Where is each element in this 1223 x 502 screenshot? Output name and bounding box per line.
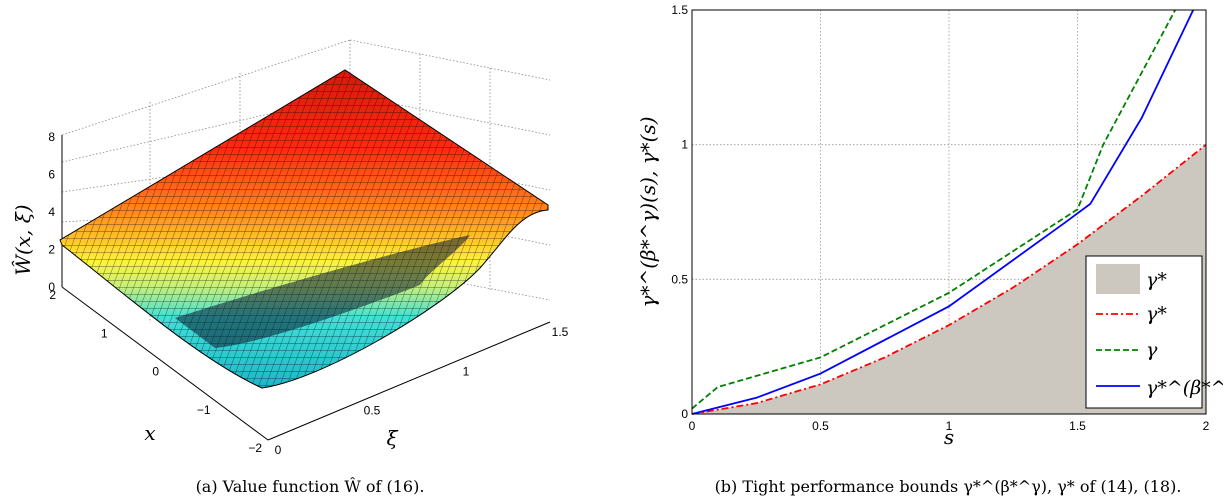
gamma-tick-label: 1.5: [671, 3, 688, 17]
s-tick-label: 2: [1203, 419, 1210, 433]
caption-right: (b) Tight performance bounds γ*^(β*^γ), …: [715, 477, 1182, 496]
x-tick-label: 1: [101, 326, 108, 340]
series-area-gamma-star: [692, 144, 1206, 414]
s-axis-label: s: [944, 425, 954, 449]
x-tick-label: −1: [197, 403, 211, 417]
x-tick-label: 0: [152, 365, 159, 379]
legend-label-area: γ*: [1146, 269, 1167, 291]
caption-left: (a) Value function Ŵ of (16).: [196, 476, 425, 496]
series-gamma-beta-solid: [691, 9, 1195, 415]
gamma-tick-label: 1: [681, 138, 688, 152]
gamma-tick-label: 0: [681, 407, 688, 421]
z-tick-label: 4: [48, 205, 55, 219]
x-tick-label: −2: [248, 441, 262, 455]
z-tick-labels: 0 2 4 6 8: [48, 130, 55, 294]
surface-axes: [61, 135, 551, 441]
xi-tick-label: 0: [275, 443, 282, 457]
xi-tick-label: 1: [463, 364, 470, 378]
surface-valley-band: [175, 235, 470, 348]
s-tick-labels: 0 0.5 1 1.5 2: [689, 419, 1210, 433]
surface-wireframe: [59, 69, 549, 389]
z-axis-label: Ŵ(x, ξ): [11, 204, 35, 275]
gamma-tick-label: 0.5: [671, 272, 688, 286]
legend-label-dashed: γ: [1146, 339, 1158, 361]
s-tick-label: 0.5: [812, 419, 829, 433]
z-tick-label: 6: [48, 168, 55, 182]
z-tick-label: 0: [48, 280, 55, 294]
gamma-tick-labels: 0 0.5 1 1.5: [671, 3, 688, 421]
z-tick-label: 8: [48, 130, 55, 144]
xi-axis-label: ξ: [386, 426, 398, 450]
x-axis-label: x: [144, 421, 155, 445]
line-plot: 0 0.5 1 1.5 2 0 0.5 1 1.5 s γ*^(β*^γ)(s), γ*(s)…: [636, 3, 1223, 449]
x-tick-labels: 2 1 0 −1 −2: [49, 288, 262, 455]
legend: γ* γ* γ γ*^(β*^γ): [1085, 255, 1223, 409]
s-tick-label: 1.5: [1069, 419, 1086, 433]
xi-tick-labels: 0 0.5 1 1.5: [275, 325, 569, 457]
s-tick-label: 1: [946, 419, 953, 433]
legend-swatch-area: [1096, 264, 1140, 294]
series-gamma-star-dashdot: [691, 143, 1207, 415]
xi-tick-label: 0.5: [364, 404, 381, 418]
gamma-axis-label: γ*^(β*^γ)(s), γ*(s): [636, 117, 660, 308]
s-tick-label: 0: [689, 419, 696, 433]
z-tick-label: 2: [48, 243, 55, 257]
xi-tick-label: 1.5: [552, 325, 569, 339]
plot-frame: [691, 9, 1207, 415]
x-tick-label: 2: [49, 288, 56, 302]
legend-label-dashdot: γ*: [1146, 303, 1167, 325]
legend-label-solid: γ*^(β*^γ): [1146, 377, 1223, 399]
series-gamma-dashed: [691, 9, 1176, 410]
